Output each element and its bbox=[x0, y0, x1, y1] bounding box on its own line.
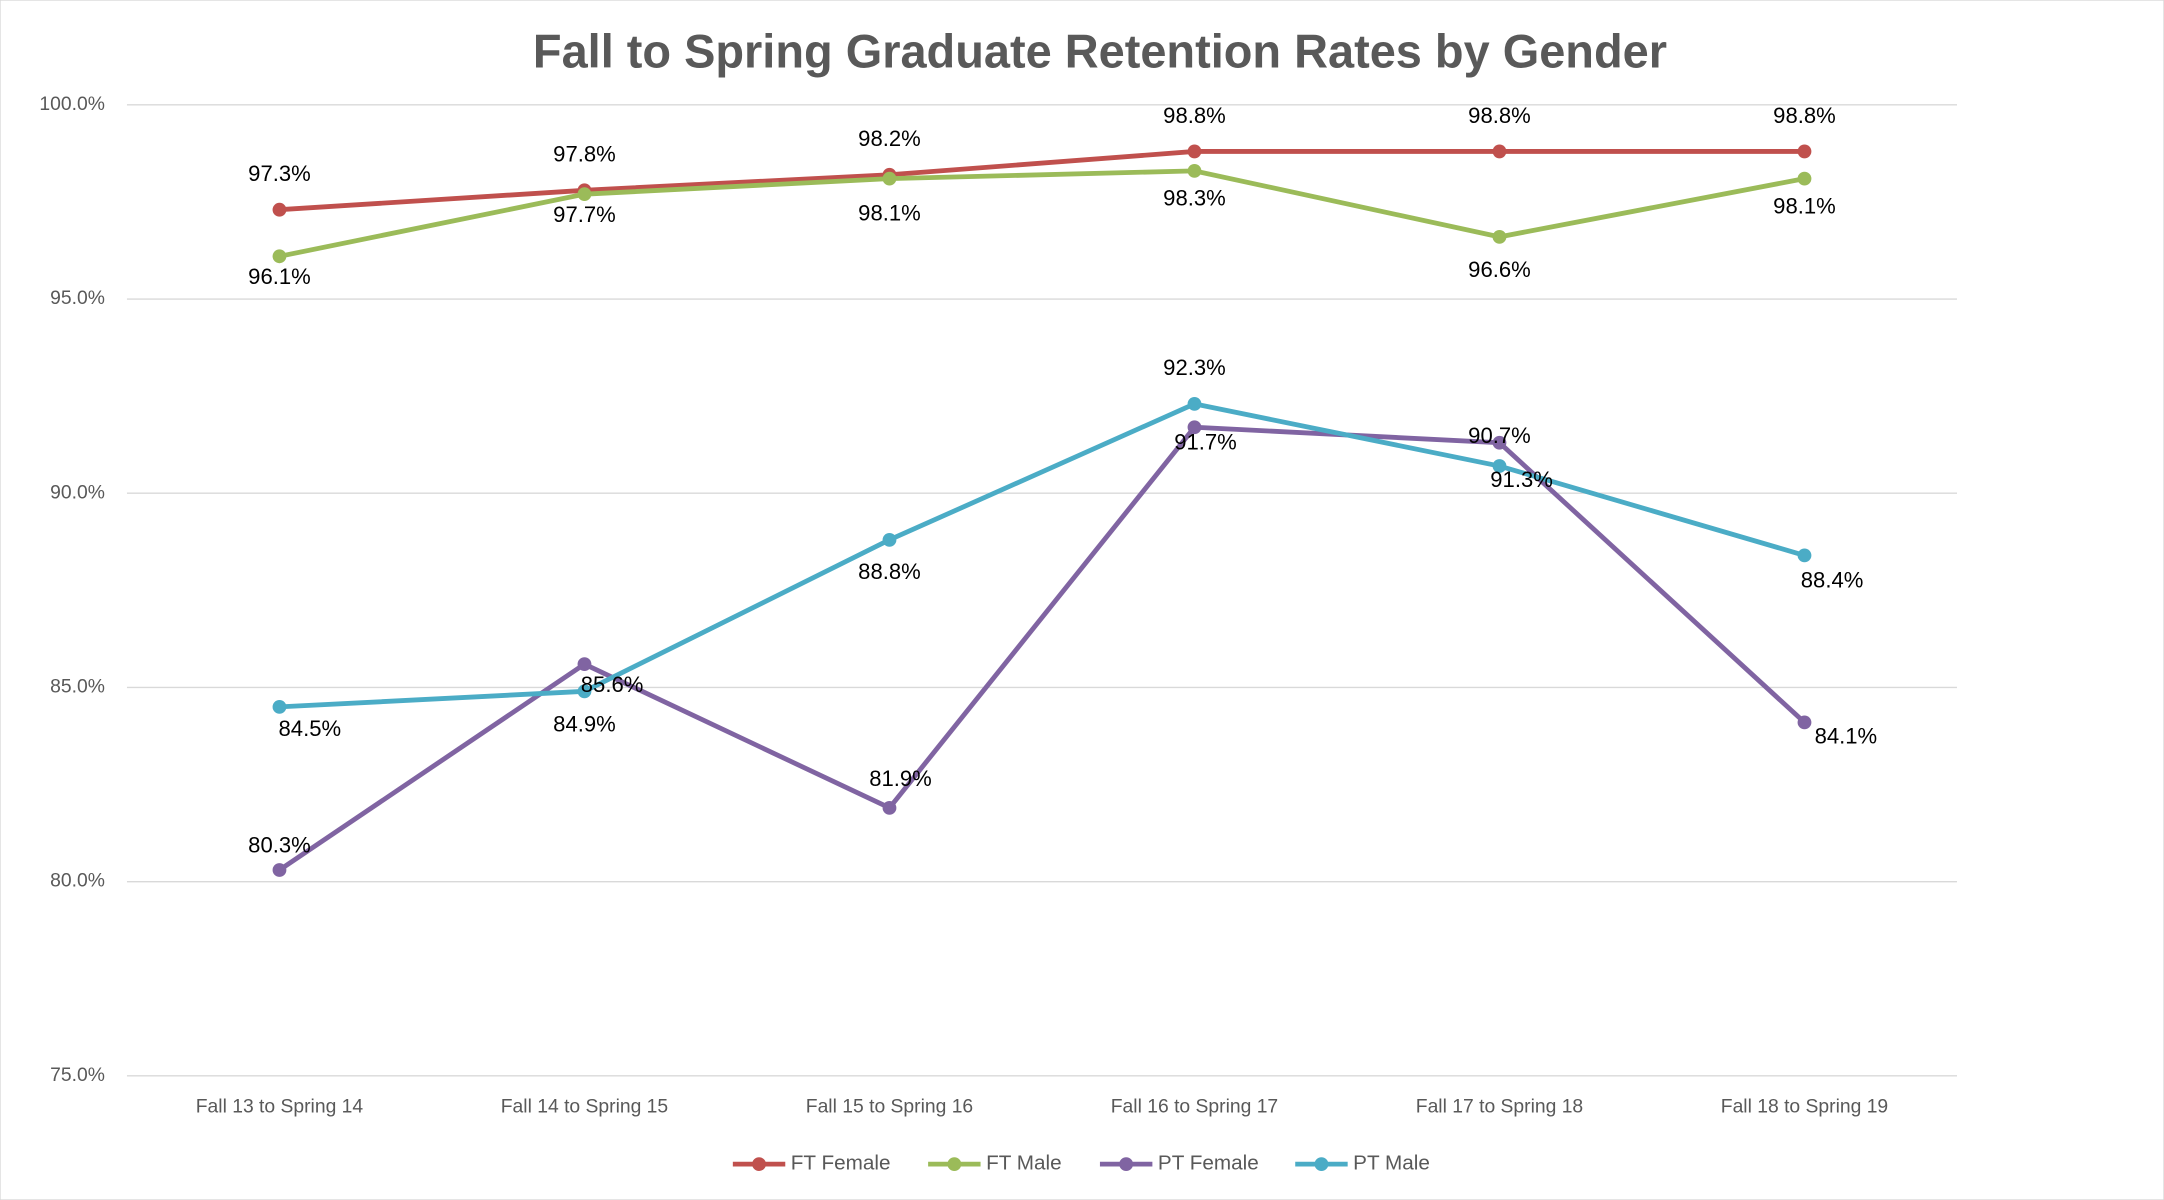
chart-title: Fall to Spring Graduate Retention Rates … bbox=[533, 26, 1667, 78]
data-label: 90.7% bbox=[1468, 423, 1531, 448]
legend-marker bbox=[752, 1157, 766, 1172]
point bbox=[577, 684, 592, 699]
x-tick-label: Fall 13 to Spring 14 bbox=[196, 1097, 364, 1118]
data-label: 97.8% bbox=[553, 142, 616, 167]
data-label: 98.8% bbox=[1773, 103, 1836, 128]
y-tick-label: 90.0% bbox=[50, 482, 105, 503]
point bbox=[882, 532, 897, 547]
series-line bbox=[279, 149, 1805, 213]
point bbox=[1797, 548, 1812, 563]
data-label: 84.9% bbox=[553, 712, 616, 737]
point bbox=[272, 249, 287, 264]
data-label: 88.4% bbox=[1801, 567, 1864, 592]
legend-marker bbox=[947, 1157, 962, 1172]
legend-marker bbox=[1314, 1157, 1329, 1172]
x-tick-label: Fall 15 to Spring 16 bbox=[806, 1097, 973, 1118]
legend-label: FT Male bbox=[986, 1152, 1062, 1175]
point bbox=[1492, 144, 1507, 159]
data-label: 97.3% bbox=[248, 161, 311, 186]
data-label: 92.3% bbox=[1163, 355, 1226, 380]
data-label: 97.7% bbox=[553, 202, 616, 227]
legend-label: FT Female bbox=[791, 1152, 891, 1175]
data-label: 91.7% bbox=[1174, 430, 1237, 455]
point bbox=[1797, 144, 1812, 159]
y-tick-label: 95.0% bbox=[50, 288, 105, 309]
data-label: 98.8% bbox=[1163, 103, 1226, 128]
series-line bbox=[278, 168, 1805, 259]
x-tick-label: Fall 16 to Spring 17 bbox=[1111, 1097, 1278, 1118]
point bbox=[1492, 435, 1507, 450]
point bbox=[1187, 397, 1202, 411]
point bbox=[272, 699, 287, 714]
data-label: 84.1% bbox=[1815, 723, 1878, 748]
point bbox=[1187, 163, 1202, 178]
data-label: 98.1% bbox=[1773, 193, 1836, 218]
point bbox=[1797, 715, 1812, 730]
series-line bbox=[278, 424, 1807, 873]
point bbox=[1187, 420, 1202, 435]
data-label: 98.2% bbox=[858, 126, 921, 151]
point bbox=[1492, 459, 1507, 473]
y-tick-label: 75.0% bbox=[50, 1065, 105, 1086]
x-tick-label: Fall 17 to Spring 18 bbox=[1416, 1097, 1583, 1118]
x-tick-label: Fall 18 to Spring 19 bbox=[1721, 1097, 1888, 1118]
point bbox=[577, 657, 592, 672]
data-label: 98.8% bbox=[1468, 103, 1531, 128]
point bbox=[577, 187, 592, 202]
y-tick-label: 100.0% bbox=[39, 94, 104, 115]
point bbox=[1797, 171, 1812, 186]
series-line bbox=[279, 401, 1806, 710]
data-label: 88.8% bbox=[858, 559, 921, 584]
y-tick-label: 80.0% bbox=[50, 871, 105, 892]
legend-marker bbox=[1119, 1157, 1134, 1172]
x-tick-label: Fall 14 to Spring 15 bbox=[501, 1097, 668, 1118]
legend-label: PT Male bbox=[1353, 1152, 1430, 1175]
point bbox=[882, 800, 897, 815]
data-label: 81.9% bbox=[869, 766, 932, 791]
legend-label: PT Female bbox=[1158, 1152, 1259, 1175]
data-label: 84.5% bbox=[279, 716, 342, 741]
point bbox=[1492, 229, 1507, 244]
point bbox=[882, 171, 897, 186]
point bbox=[272, 863, 287, 877]
point bbox=[272, 202, 287, 217]
data-label: 80.3% bbox=[248, 832, 311, 857]
y-tick-label: 85.0% bbox=[50, 677, 105, 698]
data-label: 96.6% bbox=[1468, 257, 1531, 282]
data-label: 98.1% bbox=[858, 200, 921, 225]
data-label: 91.3% bbox=[1490, 467, 1553, 492]
data-label: 96.1% bbox=[248, 264, 311, 289]
point bbox=[1187, 144, 1202, 159]
data-label: 98.3% bbox=[1163, 186, 1226, 211]
data-label: 85.6% bbox=[581, 672, 644, 697]
